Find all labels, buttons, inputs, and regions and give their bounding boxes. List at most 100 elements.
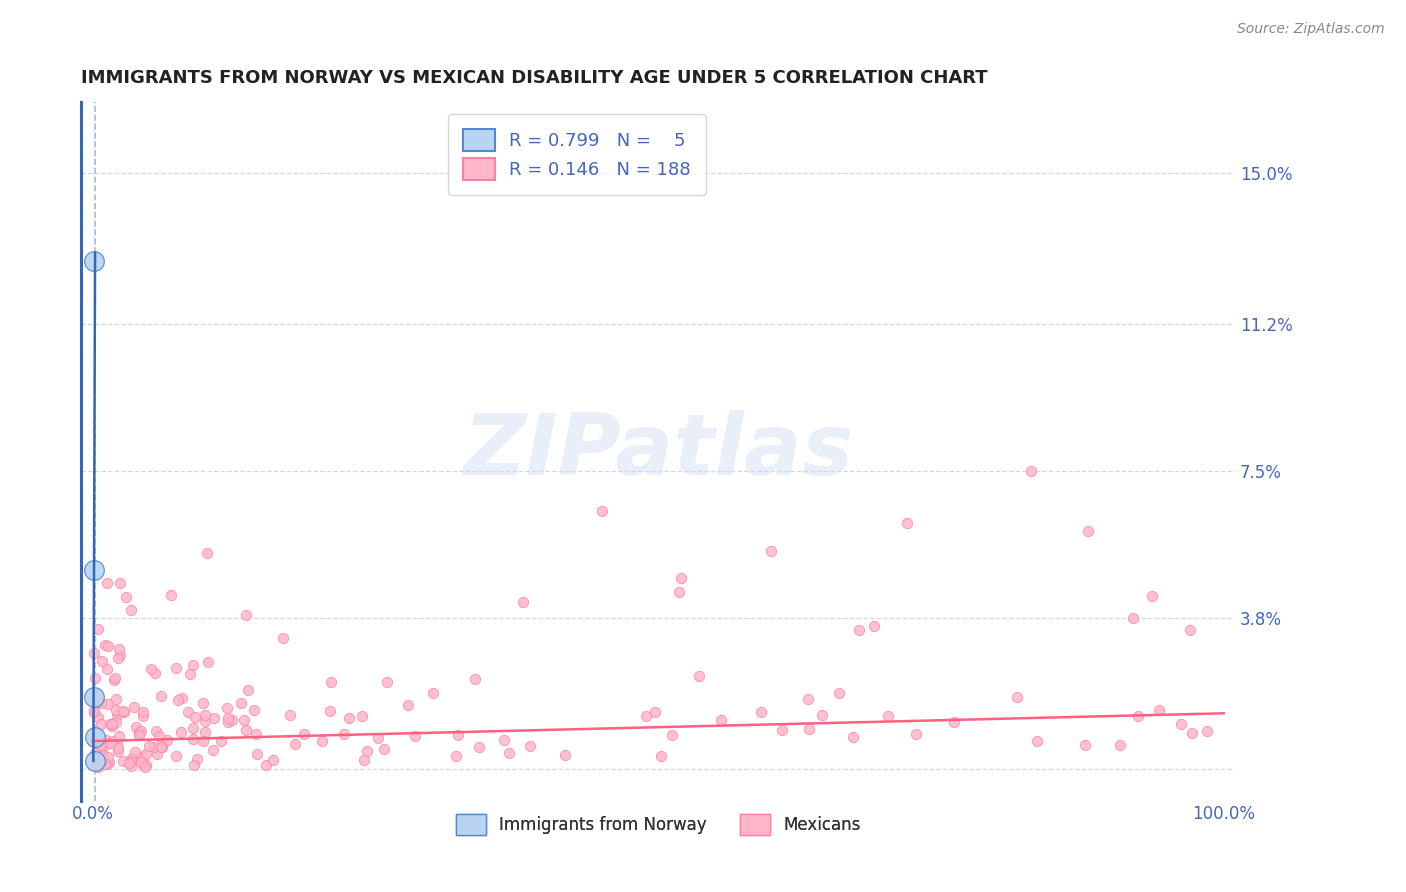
Point <box>235 608 257 623</box>
Point <box>128 728 150 742</box>
Point <box>1122 611 1144 625</box>
Point <box>89 739 111 753</box>
Point <box>337 711 360 725</box>
Point <box>373 742 395 756</box>
Point <box>333 727 356 741</box>
Point <box>111 754 134 768</box>
Legend: Immigrants from Norway, Mexicans: Immigrants from Norway, Mexicans <box>449 807 868 841</box>
Point <box>83 746 105 760</box>
Point <box>179 666 201 681</box>
Point <box>863 618 886 632</box>
Point <box>107 737 129 751</box>
Point <box>184 710 207 724</box>
Point <box>87 751 110 765</box>
Point <box>84 730 107 744</box>
Point <box>770 723 793 737</box>
Point <box>644 705 666 719</box>
Point <box>444 748 467 763</box>
Point <box>135 758 157 772</box>
Text: IMMIGRANTS FROM NORWAY VS MEXICAN DISABILITY AGE UNDER 5 CORRELATION CHART: IMMIGRANTS FROM NORWAY VS MEXICAN DISABI… <box>82 69 988 87</box>
Point <box>103 673 125 687</box>
Point <box>96 756 118 771</box>
Point <box>166 692 188 706</box>
Point <box>94 638 117 652</box>
Point <box>97 750 120 764</box>
Point <box>104 671 127 685</box>
Point <box>467 740 489 755</box>
Point <box>447 728 470 742</box>
Point <box>165 749 187 764</box>
Point <box>93 756 115 771</box>
Point <box>512 595 534 609</box>
Point <box>193 696 215 710</box>
Point <box>1140 589 1163 603</box>
Point <box>101 719 124 733</box>
Point <box>943 714 966 729</box>
Point <box>186 752 208 766</box>
Point <box>165 661 187 675</box>
Point <box>1026 734 1049 748</box>
Point <box>83 253 105 268</box>
Point <box>107 744 129 758</box>
Point <box>404 729 426 743</box>
Point <box>221 713 243 727</box>
Point <box>284 737 307 751</box>
Point <box>146 747 169 761</box>
Point <box>142 740 165 755</box>
Text: ZIPatlas: ZIPatlas <box>463 409 853 492</box>
Point <box>1021 464 1043 478</box>
Point <box>131 750 153 764</box>
Point <box>83 730 105 744</box>
Point <box>1109 738 1132 752</box>
Point <box>591 504 613 518</box>
Point <box>905 727 928 741</box>
Point <box>797 692 820 706</box>
Point <box>107 651 129 665</box>
Point <box>122 699 145 714</box>
Point <box>183 758 205 772</box>
Point <box>107 741 129 756</box>
Point <box>108 575 131 590</box>
Point <box>83 563 105 577</box>
Point <box>117 756 139 771</box>
Point <box>367 731 389 745</box>
Point <box>356 744 378 758</box>
Point <box>197 655 219 669</box>
Point <box>292 727 315 741</box>
Point <box>90 738 112 752</box>
Point <box>90 754 112 768</box>
Point <box>233 713 256 727</box>
Point <box>115 590 138 604</box>
Point <box>86 695 108 709</box>
Point <box>876 709 898 723</box>
Point <box>375 674 398 689</box>
Point <box>761 543 783 558</box>
Point <box>90 655 112 669</box>
Point <box>1170 717 1192 731</box>
Point <box>217 711 239 725</box>
Point <box>120 759 142 773</box>
Point <box>129 755 152 769</box>
Point <box>138 739 160 753</box>
Point <box>101 733 124 747</box>
Point <box>105 714 128 729</box>
Point <box>842 730 865 744</box>
Point <box>120 754 142 768</box>
Point <box>319 704 342 718</box>
Point <box>554 747 576 762</box>
Point <box>111 704 134 718</box>
Point <box>97 697 120 711</box>
Point <box>84 756 107 771</box>
Point <box>170 725 193 739</box>
Point <box>669 571 692 585</box>
Point <box>84 671 107 685</box>
Point <box>194 708 217 723</box>
Point <box>149 740 172 755</box>
Point <box>1128 708 1150 723</box>
Point <box>148 729 170 743</box>
Point <box>87 760 110 774</box>
Point <box>108 642 131 657</box>
Point <box>1005 690 1028 704</box>
Point <box>108 648 131 662</box>
Point <box>229 696 252 710</box>
